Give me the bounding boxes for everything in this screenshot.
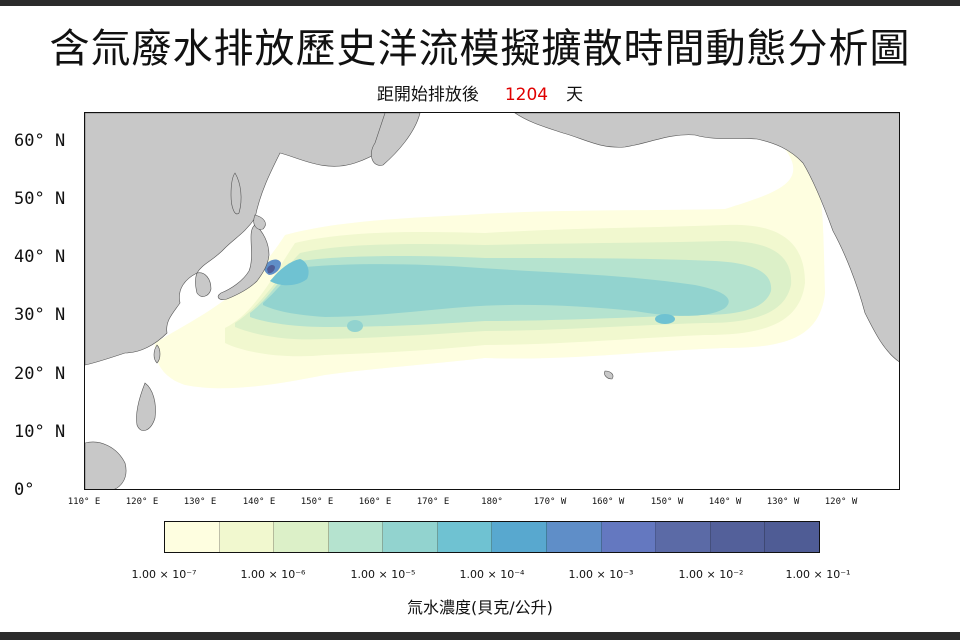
land-borneo (85, 441, 127, 489)
colorbar-cell-2 (219, 522, 275, 552)
colorbar-cell-3 (274, 522, 329, 552)
colorbar-cell-12 (765, 522, 819, 552)
land-japan (217, 224, 270, 300)
lon-label-180: 180° (481, 497, 503, 507)
lon-label-170e: 170° E (416, 497, 450, 507)
lon-label-130e: 130° E (183, 497, 217, 507)
map-canvas (85, 113, 899, 489)
page-title: 含氚廢水排放歷史洋流模擬擴散時間動態分析圖 (49, 26, 911, 72)
bottom-border (0, 632, 960, 640)
colorbar-cell-8 (547, 522, 602, 552)
land-taiwan (153, 344, 161, 364)
lon-label-110e: 110° E (67, 497, 101, 507)
lat-label-50n: 50° N (14, 189, 66, 209)
land-north-america (514, 113, 899, 362)
colorbar-tick-1e-6: 1.00 × 10⁻⁶ (240, 568, 306, 581)
colorbar-cell-11 (710, 522, 766, 552)
colorbar-cell-5 (383, 522, 438, 552)
lon-label-140e: 140° E (242, 497, 276, 507)
lat-label-10n: 10° N (14, 422, 66, 442)
plume-source-core (267, 264, 275, 274)
lat-label-40n: 40° N (14, 247, 66, 267)
elapsed-days-value: 1204 (504, 85, 549, 105)
colorbar-cell-4 (328, 522, 384, 552)
colorbar-title: 氚水濃度(貝克/公升) (407, 598, 553, 617)
elapsed-prefix: 距開始排放後 (376, 85, 479, 105)
colorbar-tick-1e-4: 1.00 × 10⁻⁴ (459, 568, 525, 581)
lon-label-120w: 120° W (824, 497, 858, 507)
plume-band-6 (270, 259, 309, 286)
land-masses (85, 113, 899, 489)
lon-label-160w: 160° W (591, 497, 625, 507)
plume-band-5 (263, 264, 729, 317)
lon-label-140w: 140° W (708, 497, 742, 507)
land-hokkaido (253, 214, 266, 230)
lon-label-150e: 150° E (300, 497, 334, 507)
colorbar-tick-1e-2: 1.00 × 10⁻² (678, 568, 744, 581)
dispersion-map[interactable] (84, 112, 900, 490)
plume-core-1 (655, 314, 675, 324)
elapsed-suffix: 天 (566, 85, 584, 105)
lon-label-130w: 130° W (766, 497, 800, 507)
colorbar-tick-1e-5: 1.00 × 10⁻⁵ (350, 568, 416, 581)
colorbar-cell-1 (165, 522, 220, 552)
plume-core-2 (347, 320, 363, 332)
land-philippines (136, 382, 156, 431)
lat-label-30n: 30° N (14, 305, 66, 325)
lat-label-0: 0° (14, 480, 35, 500)
colorbar-tick-1e-3: 1.00 × 10⁻³ (568, 568, 634, 581)
land-sakhalin (230, 172, 242, 215)
land-kamchatka (371, 113, 421, 166)
elapsed-days-caption: 距開始排放後 1204 天 (0, 80, 960, 105)
colorbar-tick-1e-1: 1.00 × 10⁻¹ (785, 568, 851, 581)
colorbar-cell-10 (656, 522, 711, 552)
colorbar-cell-9 (601, 522, 657, 552)
lat-label-60n: 60° N (14, 131, 66, 151)
tritium-plume (154, 143, 825, 389)
top-border (0, 0, 960, 6)
lon-label-150w: 150° W (650, 497, 684, 507)
land-korea (195, 272, 212, 297)
land-asia (85, 113, 416, 366)
colorbar-tick-1e-7: 1.00 × 10⁻⁷ (131, 568, 197, 581)
colorbar-cell-6 (437, 522, 493, 552)
lon-label-170w: 170° W (533, 497, 567, 507)
lon-label-120e: 120° E (125, 497, 159, 507)
lon-label-160e: 160° E (358, 497, 392, 507)
colorbar-cell-7 (492, 522, 548, 552)
land-hawaii (604, 370, 614, 380)
concentration-colorbar (164, 521, 820, 553)
lat-label-20n: 20° N (14, 364, 66, 384)
